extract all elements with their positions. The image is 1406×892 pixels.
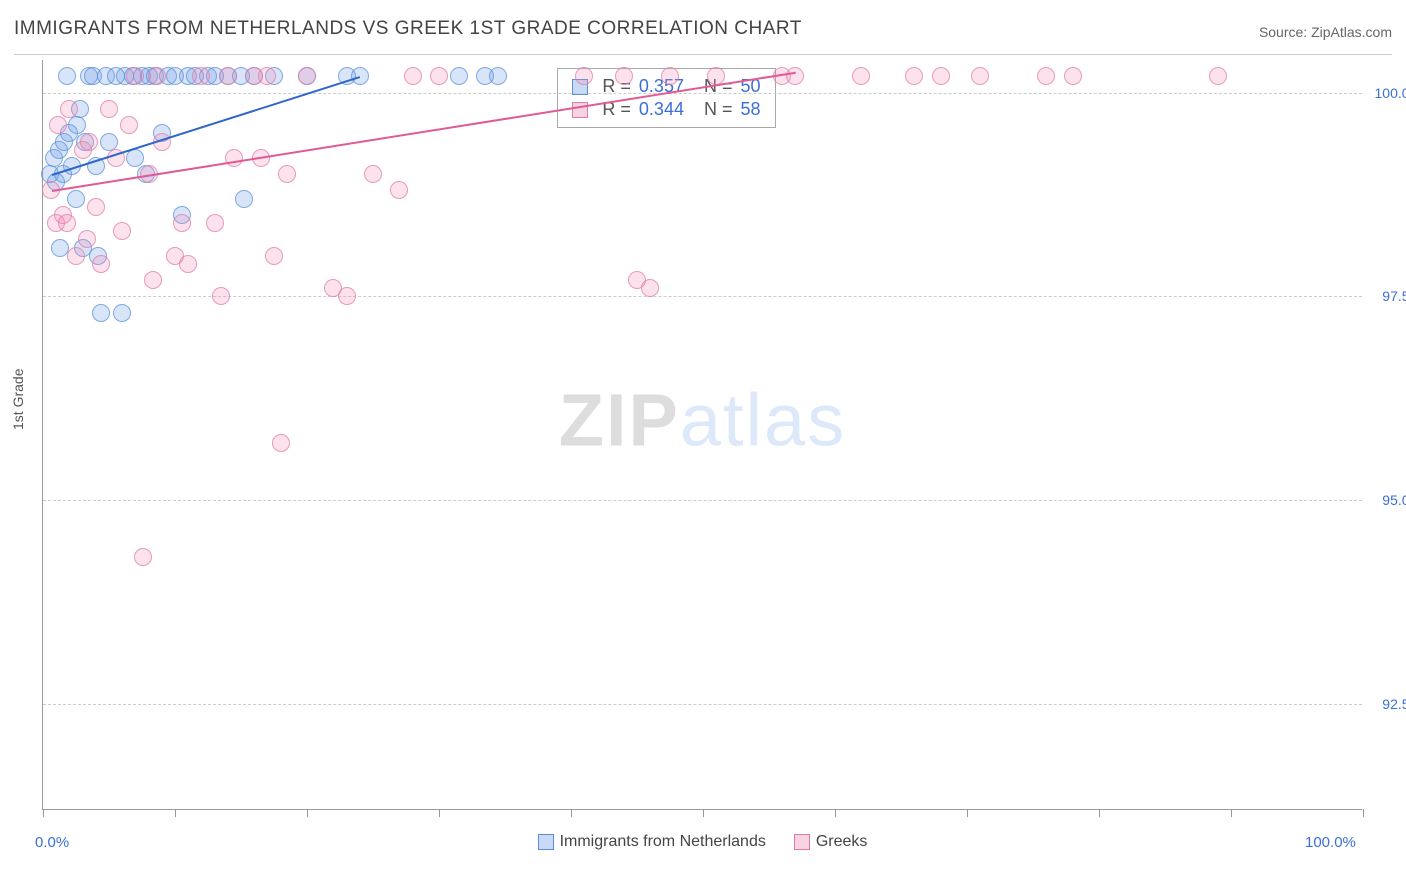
chart-source: Source: ZipAtlas.com bbox=[1259, 24, 1392, 40]
y-tick-label: 95.0% bbox=[1367, 492, 1406, 508]
bottom-legend: Immigrants from Netherlands Greeks bbox=[43, 833, 1362, 851]
legend-label: Immigrants from Netherlands bbox=[560, 833, 766, 850]
scatter-point bbox=[134, 548, 152, 566]
x-tick-label: 100.0% bbox=[1305, 834, 1356, 851]
x-tick bbox=[571, 809, 572, 817]
gridline bbox=[43, 704, 1362, 705]
stat-r-value: 0.344 bbox=[639, 99, 684, 120]
x-tick bbox=[967, 809, 968, 817]
x-tick bbox=[703, 809, 704, 817]
scatter-point bbox=[641, 279, 659, 297]
scatter-point bbox=[49, 116, 67, 134]
scatter-point bbox=[120, 116, 138, 134]
scatter-point bbox=[265, 247, 283, 265]
chart-header: IMMIGRANTS FROM NETHERLANDS VS GREEK 1ST… bbox=[14, 18, 1392, 55]
scatter-point bbox=[144, 271, 162, 289]
scatter-point bbox=[430, 67, 448, 85]
scatter-point bbox=[113, 304, 131, 322]
scatter-point bbox=[404, 67, 422, 85]
x-tick bbox=[43, 809, 44, 817]
scatter-point bbox=[148, 67, 166, 85]
scatter-point bbox=[68, 116, 86, 134]
scatter-point bbox=[932, 67, 950, 85]
x-tick bbox=[175, 809, 176, 817]
scatter-point bbox=[298, 67, 316, 85]
scatter-point bbox=[173, 214, 191, 232]
scatter-point bbox=[390, 181, 408, 199]
scatter-point bbox=[258, 67, 276, 85]
x-tick bbox=[1099, 809, 1100, 817]
scatter-point bbox=[67, 190, 85, 208]
scatter-point bbox=[212, 287, 230, 305]
stat-row: R =0.344N =58 bbox=[572, 98, 760, 121]
scatter-point bbox=[78, 230, 96, 248]
scatter-point bbox=[92, 255, 110, 273]
plot-area: ZIPatlas R =0.357N =50R =0.344N =58 Immi… bbox=[42, 60, 1362, 810]
x-tick bbox=[439, 809, 440, 817]
scatter-point bbox=[67, 247, 85, 265]
gridline bbox=[43, 93, 1362, 94]
scatter-point bbox=[661, 67, 679, 85]
scatter-point bbox=[219, 67, 237, 85]
scatter-point bbox=[100, 133, 118, 151]
scatter-point bbox=[351, 67, 369, 85]
gridline bbox=[43, 296, 1362, 297]
scatter-point bbox=[80, 133, 98, 151]
stat-n-label: N = bbox=[704, 99, 733, 120]
scatter-point bbox=[575, 67, 593, 85]
scatter-point bbox=[364, 165, 382, 183]
scatter-point bbox=[1064, 67, 1082, 85]
scatter-point bbox=[58, 214, 76, 232]
scatter-point bbox=[1037, 67, 1055, 85]
gridline bbox=[43, 500, 1362, 501]
legend-item: Immigrants from Netherlands bbox=[538, 833, 766, 850]
y-tick-label: 100.0% bbox=[1367, 85, 1406, 101]
watermark: ZIPatlas bbox=[559, 377, 846, 462]
legend-swatch-icon bbox=[794, 834, 810, 850]
scatter-point bbox=[905, 67, 923, 85]
watermark-zip: ZIP bbox=[559, 378, 680, 461]
scatter-point bbox=[971, 67, 989, 85]
x-tick-label: 0.0% bbox=[35, 834, 69, 851]
scatter-point bbox=[100, 100, 118, 118]
scatter-point bbox=[489, 67, 507, 85]
scatter-point bbox=[58, 67, 76, 85]
scatter-point bbox=[278, 165, 296, 183]
scatter-point bbox=[92, 304, 110, 322]
scatter-point bbox=[87, 198, 105, 216]
scatter-point bbox=[206, 214, 224, 232]
scatter-point bbox=[852, 67, 870, 85]
scatter-point bbox=[235, 190, 253, 208]
scatter-point bbox=[786, 67, 804, 85]
scatter-point bbox=[450, 67, 468, 85]
legend-swatch-icon bbox=[538, 834, 554, 850]
scatter-point bbox=[60, 100, 78, 118]
scatter-point bbox=[1209, 67, 1227, 85]
x-tick bbox=[1363, 809, 1364, 817]
x-tick bbox=[1231, 809, 1232, 817]
y-tick-label: 97.5% bbox=[1367, 288, 1406, 304]
scatter-point bbox=[113, 222, 131, 240]
scatter-point bbox=[225, 149, 243, 167]
stat-n-value: 58 bbox=[740, 99, 760, 120]
regression-line bbox=[52, 76, 360, 176]
legend-item: Greeks bbox=[794, 833, 868, 850]
y-axis-label: 1st Grade bbox=[10, 369, 26, 430]
legend-label: Greeks bbox=[816, 833, 868, 850]
legend-swatch-icon bbox=[572, 102, 588, 118]
y-tick-label: 92.5% bbox=[1367, 696, 1406, 712]
chart-title: IMMIGRANTS FROM NETHERLANDS VS GREEK 1ST… bbox=[14, 18, 802, 40]
watermark-atlas: atlas bbox=[680, 378, 846, 461]
x-tick bbox=[835, 809, 836, 817]
scatter-point bbox=[615, 67, 633, 85]
scatter-point bbox=[338, 287, 356, 305]
scatter-point bbox=[192, 67, 210, 85]
x-tick bbox=[307, 809, 308, 817]
scatter-point bbox=[272, 434, 290, 452]
scatter-point bbox=[126, 67, 144, 85]
scatter-point bbox=[179, 255, 197, 273]
